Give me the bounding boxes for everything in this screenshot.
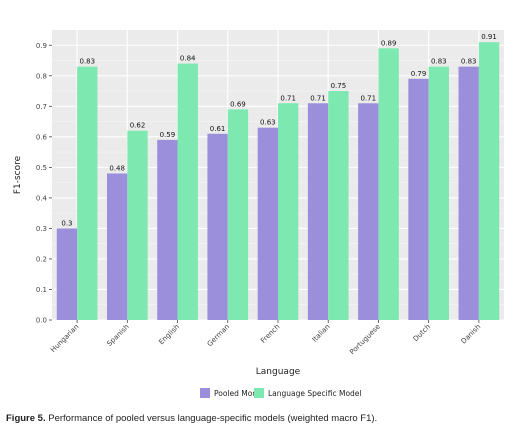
data-label: 0.61 (210, 125, 226, 133)
x-tick-label: French (259, 323, 281, 345)
data-label: 0.69 (230, 100, 246, 108)
bar-french-pooled (257, 127, 278, 321)
data-label: 0.83 (431, 58, 447, 66)
y-tick-label: 0.8 (36, 72, 47, 80)
data-label: 0.83 (79, 58, 95, 66)
legend-swatch-language-specific (254, 388, 264, 398)
data-label: 0.84 (180, 55, 196, 63)
x-tick-label: Danish (460, 323, 483, 346)
bar-portuguese-language-specific (378, 48, 399, 320)
y-tick-label: 0.7 (36, 103, 47, 111)
data-label: 0.89 (381, 39, 397, 47)
y-tick-label: 0.1 (36, 286, 47, 294)
bar-spanish-pooled (106, 173, 128, 320)
data-label: 0.62 (130, 122, 146, 130)
data-label: 0.3 (61, 219, 72, 227)
caption-text: Performance of pooled versus language-sp… (48, 413, 378, 424)
legend-label: Language Specific Model (268, 389, 362, 398)
x-tick-label: German (206, 323, 231, 348)
bar-danish-language-specific (478, 42, 500, 321)
y-tick-label: 0.9 (36, 42, 47, 50)
y-tick-label: 0.6 (36, 133, 48, 141)
data-label: 0.79 (411, 70, 427, 78)
y-tick-label: 0.3 (36, 225, 47, 233)
data-label: 0.71 (360, 94, 376, 102)
legend: Pooled Model Language Specific Model (200, 388, 362, 398)
y-tick-label: 0.5 (36, 164, 47, 172)
y-axis-title: F1-score (13, 155, 23, 194)
x-tick-label: Hungarian (49, 323, 80, 354)
legend-label: Pooled Model (214, 389, 264, 398)
bar-italian-language-specific (328, 91, 349, 320)
x-tick-label: Spanish (106, 323, 131, 348)
caption-label: Figure 5. (6, 413, 46, 424)
data-labels: 0.3 0.83 0.48 0.62 0.59 0.84 0.61 0.69 0.63 0.71 0… (61, 33, 496, 227)
bars (56, 42, 500, 321)
bar-english-pooled (157, 139, 178, 320)
x-tick-label: Italian (311, 323, 332, 344)
bar-portuguese-pooled (358, 103, 379, 321)
x-tick-label: English (157, 323, 181, 347)
bar-german-language-specific (227, 109, 249, 320)
x-axis-ticks: Hungarian Spanish English German French Itali… (49, 320, 482, 356)
y-axis-ticks: 0.0 0.1 0.2 0.3 0.4 0.5 0.6 0.7 0.8 0.9 (36, 42, 52, 325)
bar-french-language-specific (278, 103, 299, 321)
bar-english-language-specific (177, 63, 198, 320)
data-label: 0.83 (461, 58, 477, 66)
data-label: 0.48 (109, 164, 125, 172)
y-tick-label: 0.2 (36, 255, 47, 263)
y-tick-label: 0.0 (36, 317, 47, 325)
bar-dutch-pooled (408, 78, 429, 320)
x-tick-label: Dutch (412, 323, 432, 343)
data-label: 0.59 (160, 131, 176, 139)
data-label: 0.71 (310, 94, 326, 102)
legend-swatch-pooled (200, 388, 210, 398)
bar-danish-pooled (458, 66, 479, 320)
figure-caption: Figure 5. Performance of pooled versus l… (6, 413, 518, 424)
bar-hungarian-pooled (56, 228, 78, 320)
bar-hungarian-language-specific (77, 66, 98, 320)
bar-dutch-language-specific (428, 66, 450, 320)
data-label: 0.91 (481, 33, 497, 41)
bar-spanish-language-specific (127, 130, 148, 320)
bar-chart: 0.3 0.83 0.48 0.62 0.59 0.84 0.61 0.69 0.63 0.71 0… (13, 30, 504, 398)
bar-italian-pooled (307, 103, 329, 321)
data-label: 0.63 (260, 119, 276, 127)
x-tick-label: Portuguese (348, 323, 382, 357)
bar-german-pooled (207, 133, 228, 320)
data-label: 0.71 (280, 94, 296, 102)
x-axis-title: Language (256, 367, 301, 377)
y-tick-label: 0.4 (36, 194, 48, 202)
data-label: 0.75 (331, 82, 347, 90)
